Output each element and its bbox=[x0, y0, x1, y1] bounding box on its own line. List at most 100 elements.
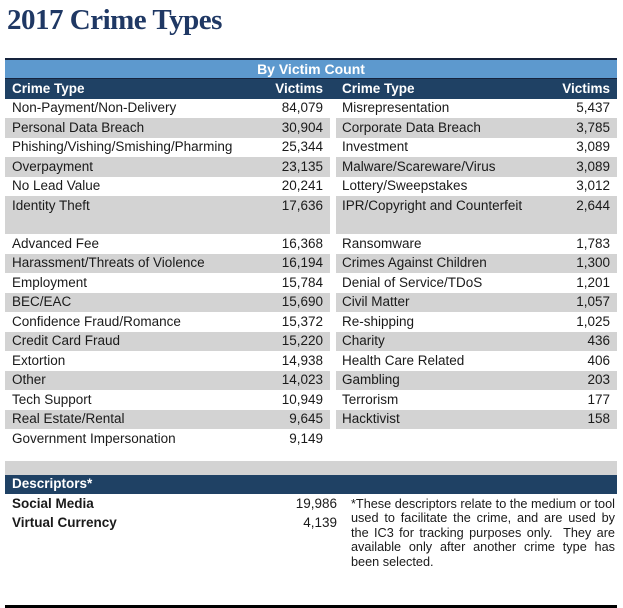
row-left-half: Advanced Fee 16,368 bbox=[5, 234, 330, 254]
crime-type-cell: Real Estate/Rental bbox=[12, 411, 125, 426]
table-row: Overpayment 23,135 Malware/Scareware/Virus… bbox=[5, 157, 617, 177]
crime-type-cell: Charity bbox=[342, 333, 385, 348]
victims-count-cell: 9,149 bbox=[289, 430, 323, 446]
table-row: Advanced Fee 16,368 Ransomware 1,783 bbox=[5, 234, 617, 254]
crime-type-cell: Confidence Fraud/Romance bbox=[12, 313, 181, 329]
descriptor-label: Virtual Currency bbox=[12, 515, 117, 530]
table-row: Government Impersonation 9,149 bbox=[5, 429, 617, 449]
victims-count-cell bbox=[532, 429, 617, 449]
victims-count-cell: 15,220 bbox=[281, 333, 323, 348]
row-right-half: Gambling 203 bbox=[336, 370, 617, 390]
crime-type-cell: Denial of Service/TDoS bbox=[342, 274, 483, 290]
crime-type-cell: Personal Data Breach bbox=[12, 119, 145, 135]
victims-count-cell: 15,784 bbox=[281, 274, 323, 290]
row-left-half: No Lead Value 20,241 bbox=[5, 176, 330, 196]
victims-count-cell: 10,949 bbox=[281, 391, 323, 407]
crime-type-cell: Tech Support bbox=[12, 391, 92, 407]
col-header-crime-type-left: Crime Type bbox=[12, 80, 85, 96]
row-left-half: Phishing/Vishing/Smishing/Pharming 25,344 bbox=[5, 137, 330, 157]
spacer-row-gray bbox=[5, 460, 617, 475]
row-right-half: Re-shipping 1,025 bbox=[336, 312, 617, 332]
crime-type-cell: Overpayment bbox=[12, 158, 94, 174]
victims-count-cell: 84,079 bbox=[281, 100, 323, 115]
crime-type-cell: Civil Matter bbox=[342, 294, 410, 309]
row-right-half: Investment 3,089 bbox=[336, 137, 617, 157]
table-row: Personal Data Breach 30,904 Corporate Data… bbox=[5, 118, 617, 138]
row-left-half: Non-Payment/Non-Delivery 84,079 bbox=[5, 98, 330, 118]
crime-type-cell: Non-Payment/Non-Delivery bbox=[12, 100, 177, 115]
spacer-row-white bbox=[5, 449, 617, 461]
table-row: Other 14,023 Gambling 203 bbox=[5, 370, 617, 390]
table-row: Extortion 14,938 Health Care Related 406 bbox=[5, 351, 617, 371]
descriptors-section: Social Media 19,986 Virtual Currency 4,139 … bbox=[5, 494, 617, 569]
crime-type-cell: Advanced Fee bbox=[12, 235, 100, 251]
victims-count-cell: 30,904 bbox=[281, 119, 323, 135]
victims-count-cell: 23,135 bbox=[281, 158, 323, 174]
crime-type-cell: Health Care Related bbox=[342, 352, 465, 368]
row-left-half: Employment 15,784 bbox=[5, 273, 330, 293]
table-rows: Non-Payment/Non-Delivery 84,079 Misreprese… bbox=[5, 98, 617, 449]
table-row: Phishing/Vishing/Smishing/Pharming 25,344… bbox=[5, 137, 617, 157]
row-right-half: Civil Matter 1,057 bbox=[336, 292, 617, 312]
victims-count-cell: 2,644 bbox=[576, 197, 610, 213]
row-right-half: Health Care Related 406 bbox=[336, 351, 617, 371]
victims-count-cell: 1,783 bbox=[576, 235, 610, 251]
crime-type-cell: No Lead Value bbox=[12, 178, 101, 193]
victims-count-cell: 203 bbox=[587, 372, 610, 387]
row-right-half: Charity 436 bbox=[336, 331, 617, 351]
crime-type-cell: Government Impersonation bbox=[12, 430, 176, 446]
victims-count-cell: 15,690 bbox=[281, 294, 323, 309]
crime-type-cell: Harassment/Threats of Violence bbox=[12, 255, 205, 270]
row-right-half: Misrepresentation 5,437 bbox=[336, 98, 617, 118]
victims-count-cell: 20,241 bbox=[281, 178, 323, 193]
row-right-half: Crimes Against Children 1,300 bbox=[336, 253, 617, 273]
crime-type-cell: Crimes Against Children bbox=[342, 255, 487, 270]
crime-type-cell: Other bbox=[12, 372, 46, 387]
victims-count-cell: 1,201 bbox=[576, 274, 610, 290]
table-row: Harassment/Threats of Violence 16,194 Crim… bbox=[5, 253, 617, 273]
row-left-half: Personal Data Breach 30,904 bbox=[5, 118, 330, 138]
row-right-half: Hacktivist 158 bbox=[336, 409, 617, 429]
victims-count-cell: 17,636 bbox=[281, 197, 323, 213]
crime-type-cell: Identity Theft bbox=[12, 197, 90, 213]
row-left-half: Harassment/Threats of Violence 16,194 bbox=[5, 253, 330, 273]
victims-count-cell: 1,025 bbox=[576, 313, 610, 329]
crime-type-cell: Gambling bbox=[342, 372, 400, 387]
descriptor-row: Virtual Currency 4,139 bbox=[5, 514, 337, 534]
descriptors-header: Descriptors* bbox=[5, 474, 617, 494]
column-header-row: Crime Type Victims Crime Type Victims bbox=[5, 79, 617, 99]
crime-type-cell: Credit Card Fraud bbox=[12, 333, 121, 348]
descriptor-value: 19,986 bbox=[295, 495, 337, 511]
row-left-half: Other 14,023 bbox=[5, 370, 330, 390]
victims-count-cell: 158 bbox=[587, 411, 610, 426]
crime-type-cell bbox=[336, 429, 532, 449]
page-title: 2017 Crime Types bbox=[7, 4, 222, 36]
crime-type-cell: IPR/Copyright and Counterfeit bbox=[342, 197, 523, 213]
crime-type-cell: Corporate Data Breach bbox=[342, 119, 481, 135]
column-header-right-half: Crime Type Victims bbox=[336, 79, 617, 99]
row-left-half: Tech Support 10,949 bbox=[5, 390, 330, 410]
row-left-half: Credit Card Fraud 15,220 bbox=[5, 331, 330, 351]
victims-count-cell: 5,437 bbox=[576, 100, 610, 115]
victims-count-cell: 1,057 bbox=[576, 294, 610, 309]
col-header-crime-type-right: Crime Type bbox=[342, 80, 415, 96]
descriptor-label: Social Media bbox=[12, 495, 94, 511]
table-row: No Lead Value 20,241 Lottery/Sweepstakes 3,… bbox=[5, 176, 617, 196]
crime-type-cell: Phishing/Vishing/Smishing/Pharming bbox=[12, 139, 233, 154]
victims-count-cell: 3,785 bbox=[576, 119, 610, 135]
victims-count-cell: 14,938 bbox=[281, 352, 323, 368]
row-right-half: IPR/Copyright and Counterfeit 2,644 bbox=[336, 196, 617, 234]
descriptor-rows: Social Media 19,986 Virtual Currency 4,139 bbox=[5, 494, 337, 533]
row-left-half: Government Impersonation 9,149 bbox=[5, 429, 330, 449]
table-row: Credit Card Fraud 15,220 Charity 436 bbox=[5, 331, 617, 351]
row-right-half: Ransomware 1,783 bbox=[336, 234, 617, 254]
row-right-half: Malware/Scareware/Virus 3,089 bbox=[336, 157, 617, 177]
row-right-half: Denial of Service/TDoS 1,201 bbox=[336, 273, 617, 293]
row-left-half: Confidence Fraud/Romance 15,372 bbox=[5, 312, 330, 332]
crime-type-cell: Hacktivist bbox=[342, 411, 400, 426]
row-left-half: Extortion 14,938 bbox=[5, 351, 330, 371]
victims-count-cell: 16,194 bbox=[281, 255, 323, 270]
crime-type-cell: Investment bbox=[342, 139, 409, 154]
col-header-victims-right: Victims bbox=[562, 80, 610, 96]
victims-count-cell: 16,368 bbox=[281, 235, 323, 251]
